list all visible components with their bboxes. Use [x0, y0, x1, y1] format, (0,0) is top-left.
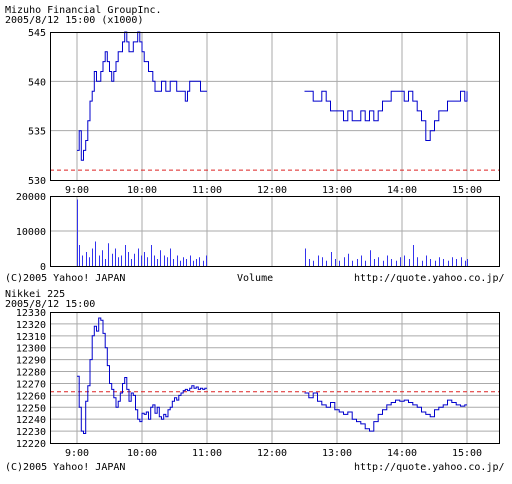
mizuho-price-ytick-0: 530 [28, 176, 46, 187]
mizuho-price-ytick-3: 545 [28, 28, 46, 39]
nikkei-225-ytick-8: 12300 [16, 344, 46, 355]
mizuho-price-frame [50, 32, 500, 181]
nikkei-225-frame [50, 312, 500, 444]
volume-footer-right: http://quote.yahoo.co.jp/ [354, 273, 505, 284]
nikkei-footer-left: (C)2005 Yahoo! JAPAN [5, 462, 125, 473]
nikkei-225-xtick-6: 15:00 [452, 448, 482, 459]
nikkei-225-ytick-11: 12330 [16, 308, 46, 319]
nikkei-225-xtick-0: 9:00 [65, 448, 89, 459]
mizuho-volume-ytick-0: 0 [40, 262, 46, 273]
nikkei-225-ytick-4: 12260 [16, 391, 46, 402]
mizuho-volume-frame [50, 196, 500, 267]
nikkei-225-xtick-5: 14:00 [387, 448, 417, 459]
mizuho-price-ytick-2: 540 [28, 77, 46, 88]
nikkei-225-xtick-1: 10:00 [127, 448, 157, 459]
nikkei-225-xtick-2: 11:00 [192, 448, 222, 459]
volume-label: Volume [237, 273, 273, 284]
volume-footer-left: (C)2005 Yahoo! JAPAN [5, 273, 125, 284]
nikkei-title: Nikkei 225 [5, 289, 65, 300]
nikkei-225-series-1 [304, 392, 467, 432]
nikkei-225-xtick-4: 13:00 [322, 448, 352, 459]
mizuho-volume-ytick-1: 10000 [16, 227, 46, 238]
mizuho-price-xtick-6: 15:00 [452, 185, 482, 196]
mizuho-price-xtick-3: 12:00 [257, 185, 287, 196]
nikkei-225-ytick-6: 12280 [16, 368, 46, 379]
nikkei-footer-right: http://quote.yahoo.co.jp/ [354, 462, 505, 473]
nikkei-225-ytick-2: 12240 [16, 415, 46, 426]
nikkei-225-ytick-10: 12320 [16, 320, 46, 331]
mizuho-price-xtick-2: 11:00 [192, 185, 222, 196]
nikkei-225-ytick-7: 12290 [16, 356, 46, 367]
nikkei-225-ytick-9: 12310 [16, 332, 46, 343]
mizuho-price-xtick-5: 14:00 [387, 185, 417, 196]
nikkei-225-ytick-1: 12230 [16, 427, 46, 438]
mizuho-volume-ytick-2: 20000 [16, 192, 46, 203]
mizuho-price-ytick-1: 535 [28, 127, 46, 138]
mizuho-price-series-1 [304, 90, 468, 141]
mizuho-price-series-0 [77, 31, 207, 161]
mizuho-price-xtick-4: 13:00 [322, 185, 352, 196]
nikkei-225-xtick-3: 12:00 [257, 448, 287, 459]
nikkei-225-series-0 [77, 317, 207, 434]
nikkei-225-ytick-3: 12250 [16, 403, 46, 414]
mizuho-price-xtick-0: 9:00 [65, 185, 89, 196]
nikkei-225-ytick-5: 12270 [16, 379, 46, 390]
mizuho-subtitle: 2005/8/12 15:00 (x1000) [5, 15, 143, 26]
mizuho-price-xtick-1: 10:00 [127, 185, 157, 196]
nikkei-subtitle: 2005/8/12 15:00 [5, 299, 95, 310]
nikkei-225-ytick-0: 12220 [16, 439, 46, 450]
mizuho-title: Mizuho Financial GroupInc. [5, 5, 162, 16]
